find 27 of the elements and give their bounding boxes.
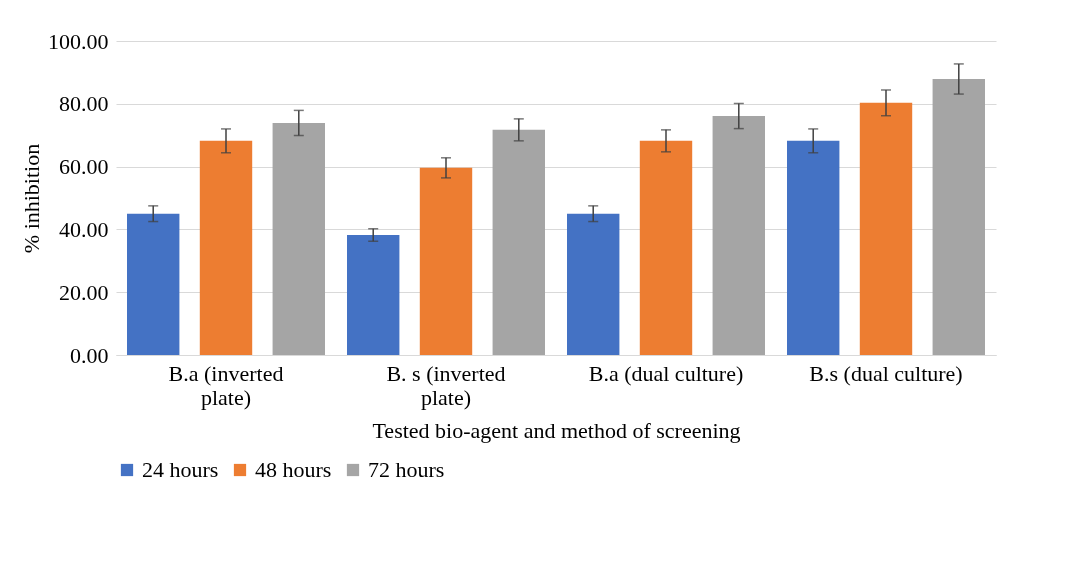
y-tick-label: 20.00: [59, 279, 109, 305]
y-axis-title: % inhibition: [19, 143, 44, 254]
bar: [859, 102, 913, 355]
bar: [787, 140, 840, 355]
y-tick-label: 80.00: [59, 91, 109, 117]
bar: [272, 122, 325, 355]
bar: [492, 129, 545, 355]
bar: [127, 213, 180, 355]
legend-label: 24 hours: [142, 457, 219, 482]
x-tick-label: B.a (inverted plate): [168, 360, 284, 410]
bar: [932, 78, 985, 355]
bar: [639, 140, 693, 355]
x-axis-title: Tested bio-agent and method of screening: [372, 417, 741, 443]
legend-label: 48 hours: [255, 457, 332, 482]
bar: [347, 235, 400, 355]
bar: [567, 213, 620, 355]
bar: [419, 167, 473, 355]
x-tick-label: B.a (dual culture): [588, 360, 744, 386]
y-tick-label: 40.00: [59, 216, 109, 242]
bar: [199, 140, 253, 355]
y-tick-label: 0.00: [70, 342, 109, 368]
x-tick-label: B.s (dual culture): [809, 360, 963, 386]
y-tick-label: 100.00: [48, 28, 109, 54]
y-tick-label: 60.00: [59, 154, 109, 180]
legend-label: 72 hours: [368, 457, 445, 482]
x-tick-label: B. s (inverted plate): [386, 360, 506, 410]
bar: [712, 116, 765, 355]
